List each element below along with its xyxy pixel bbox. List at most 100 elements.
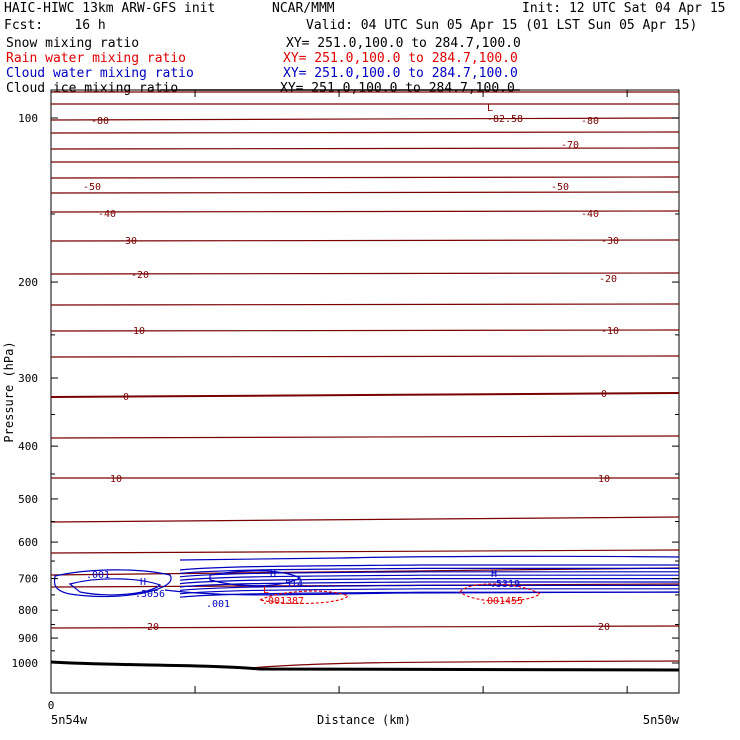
cloud-water-contour-line xyxy=(53,569,172,598)
y-tick-label: 100 xyxy=(18,112,38,125)
init-time: Init: 12 UTC Sat 04 Apr 15 xyxy=(522,1,726,16)
temperature-contour-line xyxy=(249,660,680,669)
plot-frame xyxy=(50,89,680,694)
cloud-water-contour-label: .3056 xyxy=(135,589,165,600)
y-tick-label: 300 xyxy=(18,372,38,385)
temperature-contour-line xyxy=(50,303,680,306)
temperature-contour-line xyxy=(50,102,680,105)
cloud-water-contour-line xyxy=(209,570,302,587)
cloud-water-contour-line xyxy=(179,588,679,595)
x-tick-zero-label: 0 xyxy=(48,699,55,712)
ground-line xyxy=(50,660,680,672)
temperature-contour-line xyxy=(50,176,680,179)
temperature-contour-label: -10 xyxy=(127,326,145,337)
temperature-contour-label: -80 xyxy=(91,116,109,127)
temperature-contour-label: 10 xyxy=(598,474,610,485)
temperature-contour-line xyxy=(50,625,680,629)
y-tick-label: 500 xyxy=(18,493,38,506)
temperature-contour-label: -82.58 xyxy=(487,114,523,125)
temperature-contour-label: -80 xyxy=(581,116,599,127)
y-tick-label: 200 xyxy=(18,276,38,289)
ground-surface xyxy=(50,660,680,672)
field-rain-xy: XY= 251.0,100.0 to 284.7,100.0 xyxy=(283,51,518,66)
temperature-contour-line xyxy=(50,392,680,398)
cloud-water-contour-line xyxy=(179,567,679,574)
field-cloudwater-label: Cloud water mixing ratio xyxy=(6,66,194,81)
temperature-contour-line xyxy=(50,549,680,554)
cloud-water-contour-label: .514 xyxy=(279,579,303,590)
temperature-contour-label: 0 xyxy=(601,389,607,400)
temperature-contour-line xyxy=(50,329,680,332)
cloud-water-contour-line xyxy=(179,574,679,581)
cloud-water-contour-label: .001 xyxy=(206,599,230,610)
temperature-contour-label: -50 xyxy=(83,182,101,193)
field-cloudwater-xy: XY= 251.0,100.0 to 284.7,100.0 xyxy=(283,66,518,81)
x-end-label: 5n50w xyxy=(643,713,680,727)
rain-water-contour-line xyxy=(258,590,349,605)
temperature-contour-line xyxy=(50,355,680,358)
temperature-contour-label: -70 xyxy=(561,140,579,151)
cloud-water-contour-line xyxy=(179,584,679,591)
temperature-contour-label: -10 xyxy=(601,326,619,337)
temperature-contour-label: L xyxy=(487,103,493,114)
rain-water-contour-label: L xyxy=(263,585,269,596)
x-start-label: 5n54w xyxy=(51,713,88,727)
org-label: NCAR/MMM xyxy=(272,1,335,16)
cloud-water-contours xyxy=(53,555,680,598)
field-snow-label: Snow mixing ratio xyxy=(6,36,140,51)
cloud-water-contour-line xyxy=(179,564,679,571)
cloud-water-contour-line xyxy=(68,578,162,596)
valid-time: Valid: 04 UTC Sun 05 Apr 15 (01 LST Sun … xyxy=(306,18,698,33)
temperature-contour-label: -40 xyxy=(98,209,116,220)
y-tick-label: 700 xyxy=(18,573,38,586)
cloud-water-contour-label: .001 xyxy=(86,570,110,581)
distance-axis xyxy=(50,90,628,693)
rain-water-contour-label: .001455 xyxy=(481,596,523,607)
temperature-contour-line xyxy=(50,516,680,523)
cloud-water-contour-label: H xyxy=(270,568,276,579)
temperature-contour-label: 10 xyxy=(110,474,122,485)
cloud-water-contour-label: H xyxy=(140,577,146,588)
cloud-water-contour-line xyxy=(179,555,680,561)
temperature-contour-line xyxy=(50,191,680,194)
field-rain-label: Rain water mixing ratio xyxy=(6,51,187,66)
temperature-contour-line xyxy=(50,239,680,242)
rain-water-contour-label: .001387 xyxy=(262,596,304,607)
temperature-contour-line xyxy=(50,131,680,134)
temperature-contour-label: -30 xyxy=(119,236,137,247)
temperature-contour-label: -40 xyxy=(581,209,599,220)
cloud-water-contour-line xyxy=(179,571,679,578)
temperature-contour-label: -50 xyxy=(551,182,569,193)
field-snow-xy: XY= 251.0,100.0 to 284.7,100.0 xyxy=(286,36,521,51)
forecast-hour: Fcst: 16 h xyxy=(4,18,106,33)
temperature-contour-label: -20 xyxy=(131,270,149,281)
model-title: HAIC-HIWC 13km ARW-GFS init xyxy=(4,1,216,16)
cloud-water-contour-line xyxy=(179,581,679,588)
y-tick-label: 1000 xyxy=(12,657,39,670)
y-tick-label: 900 xyxy=(18,632,38,645)
temperature-contour-label: 20 xyxy=(147,622,159,633)
temperature-contour-line xyxy=(50,435,680,439)
rain-water-contours xyxy=(258,583,542,605)
temperature-contour-line xyxy=(50,147,680,150)
temperature-contour-line xyxy=(50,90,680,93)
y-tick-label: 600 xyxy=(18,536,38,549)
x-axis-title: Distance (km) xyxy=(317,713,411,727)
temperature-contour-label: -20 xyxy=(599,274,617,285)
y-tick-label: 400 xyxy=(18,440,38,453)
temperature-contour-label: 20 xyxy=(598,622,610,633)
temperature-contour-label: 0 xyxy=(123,392,129,403)
temperature-contour-line xyxy=(50,476,680,479)
y-axis-title: Pressure (hPa) xyxy=(2,341,16,442)
temperature-contour-line xyxy=(50,160,680,163)
cloud-water-contour-label: .5319 xyxy=(490,579,520,590)
cloud-water-contour-label: H xyxy=(491,569,497,580)
temperature-contour-label: -30 xyxy=(601,236,619,247)
contour-labels: -80 -82.58L-80-70-50 -50-40 -40-30 -30-20 -20… xyxy=(83,103,619,633)
y-tick-label: 800 xyxy=(18,604,38,617)
cloud-water-contour-line xyxy=(179,591,679,598)
cloud-water-contour-line xyxy=(179,578,679,585)
